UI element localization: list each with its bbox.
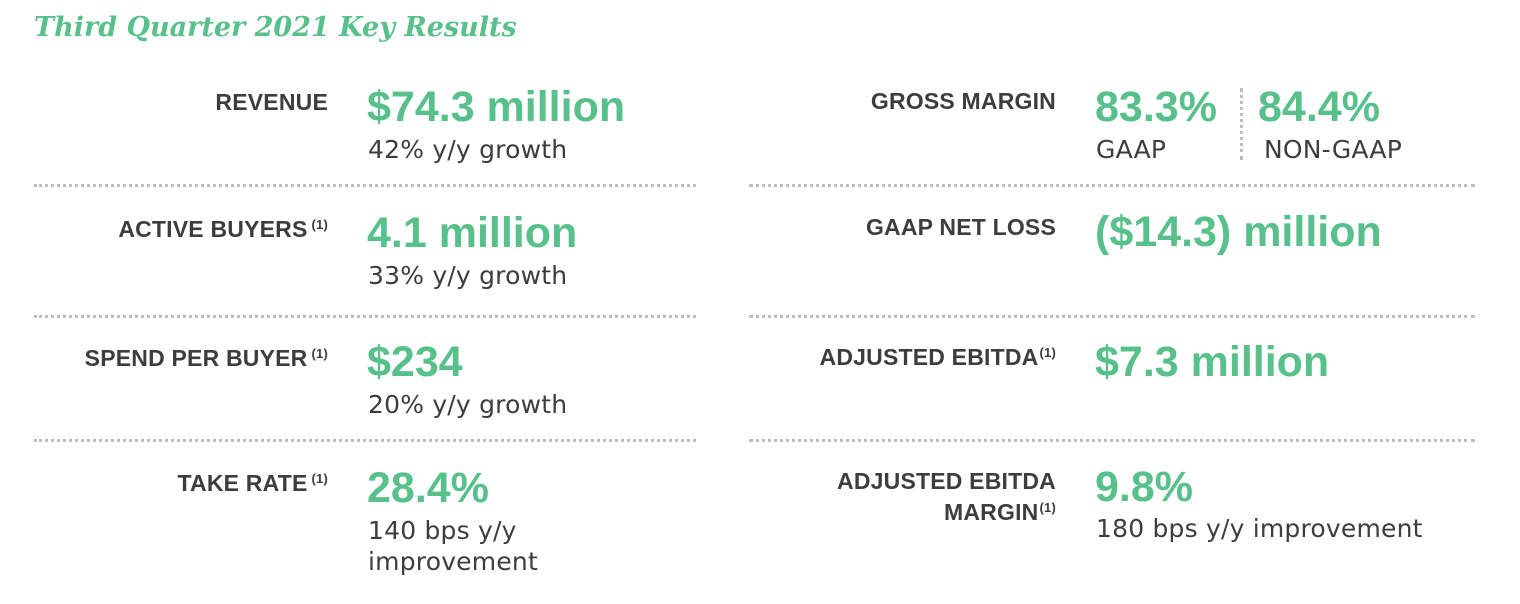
- adjusted-ebitda-margin-value: 9.8%: [1095, 463, 1194, 511]
- spend-per-buyer-label: SPEND PER BUYER (1): [85, 343, 328, 374]
- divider-left-3: [34, 439, 696, 442]
- adjusted-ebitda-margin-label: ADJUSTED EBITDA MARGIN(1): [837, 466, 1056, 528]
- adjusted-ebitda-label: ADJUSTED EBITDA(1): [820, 342, 1056, 373]
- take-rate-label: TAKE RATE (1): [178, 468, 329, 499]
- spend-per-buyer-label-text: SPEND PER BUYER: [84, 345, 308, 371]
- gross-margin-label-text: GROSS MARGIN: [870, 88, 1056, 114]
- adjusted-ebitda-margin-label-line2: MARGIN: [944, 499, 1039, 525]
- active-buyers-value: 4.1 million: [367, 209, 578, 257]
- footnote-marker: (1): [1039, 345, 1056, 360]
- gross-margin-gaap-label: GAAP: [1096, 135, 1167, 164]
- gaap-net-loss-label: GAAP NET LOSS: [866, 212, 1056, 243]
- adjusted-ebitda-margin-improvement: 180 bps y/y improvement: [1096, 514, 1423, 543]
- take-rate-value: 28.4%: [367, 464, 489, 512]
- divider-right-2: [749, 315, 1475, 318]
- take-rate-label-text: TAKE RATE: [177, 470, 308, 496]
- gross-margin-label: GROSS MARGIN: [871, 86, 1056, 117]
- gross-margin-non-gaap-label: NON-GAAP: [1264, 135, 1402, 164]
- adjusted-ebitda-label-text: ADJUSTED EBITDA: [819, 344, 1039, 370]
- divider-left-1: [34, 184, 696, 187]
- footnote-marker: (1): [311, 217, 328, 232]
- revenue-label: REVENUE: [215, 87, 328, 118]
- divider-left-2: [34, 315, 696, 318]
- adjusted-ebitda-value: $7.3 million: [1095, 338, 1330, 386]
- spend-per-buyer-value: $234: [367, 338, 463, 386]
- take-rate-improvement-line2: improvement: [368, 547, 538, 576]
- divider-right-1: [749, 184, 1475, 187]
- gross-margin-gaap-value: 83.3%: [1095, 83, 1217, 131]
- take-rate-improvement-line1: 140 bps y/y: [368, 516, 517, 545]
- active-buyers-label: ACTIVE BUYERS (1): [118, 214, 328, 245]
- revenue-value: $74.3 million: [367, 83, 626, 131]
- footnote-marker: (1): [1039, 500, 1056, 515]
- adjusted-ebitda-margin-label-line2-wrap: MARGIN(1): [837, 497, 1056, 528]
- divider-right-3: [749, 439, 1475, 442]
- adjusted-ebitda-margin-label-line1: ADJUSTED EBITDA: [837, 468, 1056, 494]
- take-rate-improvement: 140 bps y/y improvement: [368, 515, 538, 577]
- gaap-net-loss-label-text: GAAP NET LOSS: [865, 214, 1056, 240]
- footnote-marker: (1): [311, 346, 328, 361]
- active-buyers-label-text: ACTIVE BUYERS: [118, 216, 308, 242]
- revenue-growth: 42% y/y growth: [368, 135, 568, 164]
- active-buyers-growth: 33% y/y growth: [368, 261, 568, 290]
- spend-per-buyer-growth: 20% y/y growth: [368, 390, 568, 419]
- page-title: Third Quarter 2021 Key Results: [34, 12, 517, 43]
- gross-margin-separator: [1240, 88, 1243, 160]
- gaap-net-loss-value: ($14.3) million: [1095, 208, 1382, 256]
- footnote-marker: (1): [311, 471, 328, 486]
- revenue-label-text: REVENUE: [215, 89, 328, 115]
- gross-margin-non-gaap-value: 84.4%: [1258, 83, 1380, 131]
